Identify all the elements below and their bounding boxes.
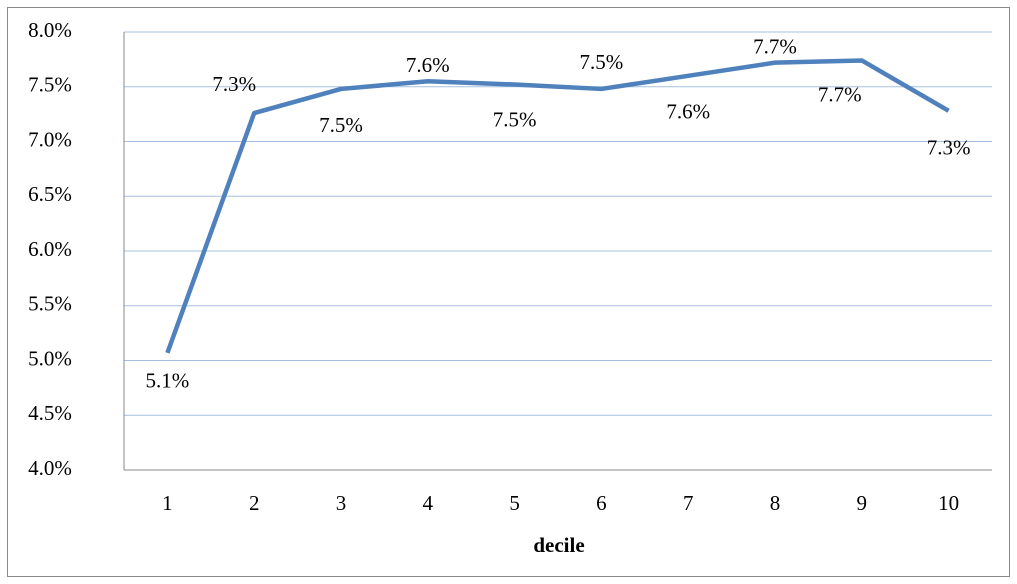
data-label: 7.7% [818, 82, 862, 106]
y-tick-label: 7.5% [28, 73, 72, 97]
data-label: 7.5% [580, 50, 624, 74]
chart-border [7, 7, 1010, 577]
data-label: 7.6% [406, 53, 450, 77]
x-tick-label: 7 [683, 491, 694, 515]
y-tick-label: 5.0% [28, 346, 72, 370]
data-label: 5.1% [146, 369, 190, 393]
y-tick-label: 8.0% [28, 18, 72, 42]
data-label: 7.3% [927, 136, 971, 160]
data-label: 7.7% [753, 34, 797, 58]
data-label: 7.3% [212, 72, 256, 96]
x-tick-label: 3 [336, 491, 347, 515]
data-label: 7.6% [666, 100, 710, 124]
x-tick-label: 2 [249, 491, 260, 515]
data-label: 7.5% [319, 113, 363, 137]
y-tick-label: 4.5% [28, 401, 72, 425]
x-tick-label: 9 [857, 491, 868, 515]
line [165, 58, 950, 354]
x-tick-label: 4 [423, 491, 434, 515]
y-tick-label: 4.0% [28, 456, 72, 480]
data-label: 7.5% [493, 107, 537, 131]
x-tick-label: 10 [938, 491, 959, 515]
x-axis-title: decile [533, 533, 584, 557]
y-tick-label: 6.5% [28, 182, 72, 206]
y-tick-label: 5.5% [28, 292, 72, 316]
x-tick-label: 8 [770, 491, 781, 515]
x-tick-label: 6 [596, 491, 607, 515]
x-tick-label: 1 [162, 491, 173, 515]
y-tick-label: 6.0% [28, 237, 72, 261]
y-tick-label: 7.0% [28, 127, 72, 151]
x-tick-label: 5 [509, 491, 520, 515]
